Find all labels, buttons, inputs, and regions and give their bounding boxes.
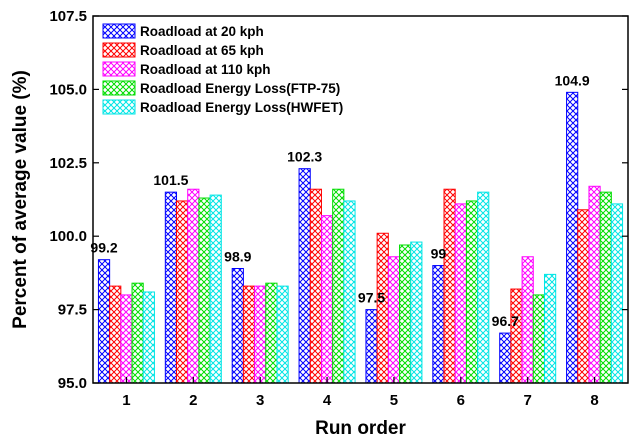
x-tick-label: 4 [323, 392, 332, 409]
bar-2-run-2 [176, 200, 189, 384]
legend-label: Roadload at 20 kph [140, 24, 264, 39]
data-label: 99.2 [90, 240, 117, 256]
bar-5-run-4 [343, 200, 356, 384]
legend-swatch [102, 23, 136, 39]
x-tick-label: 5 [390, 392, 398, 409]
y-tick-label: 105.0 [49, 81, 87, 98]
legend: Roadload at 20 kph Roadload at 65 kph Road… [99, 20, 393, 121]
y-tick-label: 95.0 [58, 375, 87, 392]
plot-frame [92, 15, 629, 384]
bar-3-run-3 [254, 285, 267, 384]
x-tick-label: 8 [590, 392, 598, 409]
legend-background [99, 20, 393, 121]
bar-3-run-5 [387, 256, 401, 384]
y-tick-label: 107.5 [49, 8, 87, 25]
legend-swatch [102, 42, 136, 58]
bar-4-run-8 [599, 191, 612, 384]
legend-label: Roadload Energy Loss(FTP-75) [140, 81, 340, 96]
bar-3-run-7 [521, 256, 534, 384]
y-tick-label: 100.0 [49, 228, 87, 245]
x-tick-label: 1 [122, 392, 130, 409]
bar-1-run-1 [97, 259, 111, 384]
bar-3-run-2 [187, 188, 200, 384]
data-label: 97.5 [358, 290, 385, 306]
x-tick-label: 3 [256, 392, 264, 409]
y-tick-label: 102.5 [49, 155, 87, 172]
y-tick-label: 97.5 [58, 302, 87, 319]
bar-2-run-1 [109, 285, 122, 384]
legend-swatch [102, 61, 136, 77]
data-labels: 99.2 101.5 98.9 102.3 97.5 99 96.7 104.9 [90, 72, 589, 329]
bar-1-run-3 [231, 267, 244, 384]
legend-label: Roadload at 110 kph [140, 62, 271, 77]
bar-3-run-4 [320, 215, 334, 384]
bar-1-run-6 [432, 265, 445, 384]
bar-4-run-4 [332, 188, 345, 384]
data-label: 101.5 [153, 172, 188, 188]
bar-4-run-7 [532, 294, 545, 384]
legend-swatch [102, 80, 136, 96]
bar-2-run-6 [443, 188, 456, 384]
bars-group [97, 91, 624, 384]
bar-4-run-2 [198, 197, 211, 384]
y-axis-title: Percent of average value (%) [10, 70, 31, 329]
bar-5-run-8 [610, 203, 624, 384]
x-tick-label: 7 [524, 392, 532, 409]
data-label: 99 [431, 246, 447, 262]
bar-1-run-2 [164, 191, 178, 384]
bar-1-run-4 [298, 168, 311, 384]
bar-4-run-6 [465, 200, 479, 384]
legend-label: Roadload Energy Loss(HWFET) [140, 100, 343, 115]
bar-2-run-3 [242, 285, 256, 384]
data-label: 98.9 [224, 248, 251, 264]
bar-5-run-5 [410, 241, 423, 384]
bar-3-run-8 [588, 185, 601, 384]
legend-label: Roadload at 65 kph [140, 43, 264, 58]
x-tick-label: 6 [457, 392, 465, 409]
legend-swatch [102, 99, 136, 115]
bar-5-run-1 [142, 291, 155, 384]
y-axis: 95.0 97.5 100.0 102.5 105.0 107.5 [49, 8, 628, 392]
data-label: 102.3 [287, 149, 322, 165]
data-label: 96.7 [492, 313, 519, 329]
bar-3-run-1 [120, 294, 133, 384]
bar-5-run-7 [543, 273, 557, 384]
bar-2-run-4 [309, 188, 322, 384]
bar-2-run-5 [376, 232, 389, 384]
x-axis-title: Run order [315, 418, 406, 439]
bar-5-run-2 [209, 194, 222, 384]
bar-5-run-6 [477, 191, 490, 384]
bar-3-run-6 [454, 203, 467, 384]
bar-2-run-8 [577, 209, 590, 384]
data-label: 104.9 [555, 72, 590, 88]
x-tick-label: 2 [189, 392, 197, 409]
bar-5-run-3 [276, 285, 289, 384]
bar-1-run-7 [499, 332, 512, 384]
bar-1-run-8 [566, 91, 579, 384]
x-axis: 1 2 3 4 5 6 7 8 [122, 377, 599, 409]
bar-1-run-5 [365, 309, 378, 384]
bar-2-run-7 [510, 288, 523, 384]
bar-4-run-1 [131, 282, 144, 384]
bar-4-run-3 [265, 282, 278, 384]
bar-4-run-5 [399, 244, 412, 384]
